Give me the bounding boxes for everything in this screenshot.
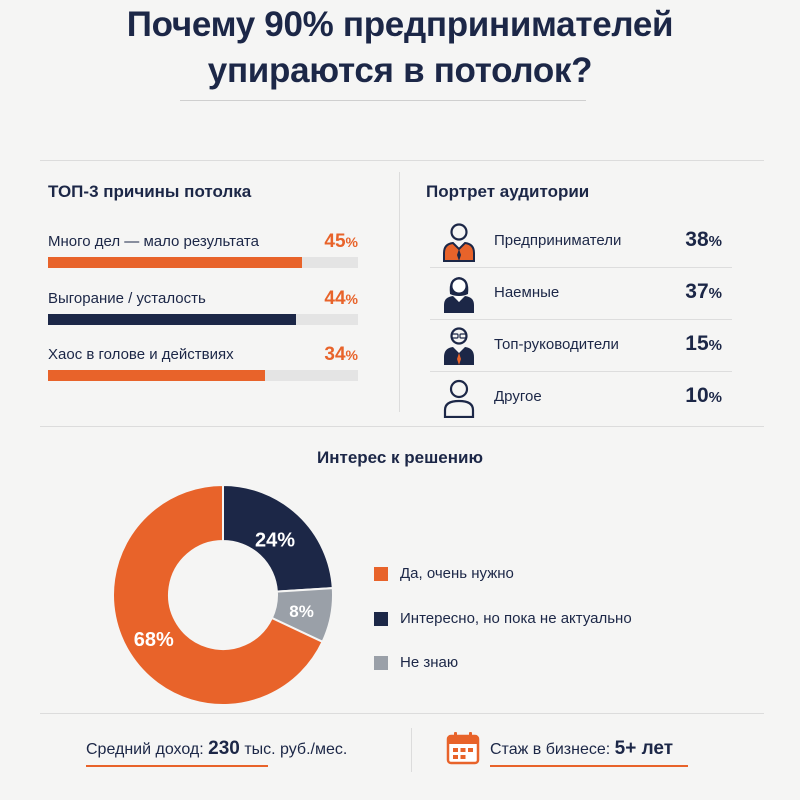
person-icon xyxy=(443,379,475,418)
reason-item: Выгорание / усталость 44% xyxy=(48,288,360,340)
reason-item: Хаос в голове и действиях 34% xyxy=(48,344,360,396)
income-unit: тыс. руб./мес. xyxy=(244,741,348,758)
reason-percent: 45% xyxy=(324,231,358,252)
reason-bar-fill xyxy=(48,370,265,381)
calendar-icon xyxy=(446,732,480,765)
experience-underline xyxy=(490,765,688,767)
reasons-title: ТОП-3 причины потолка xyxy=(48,182,252,201)
title-line-2: упираются в потолок? xyxy=(207,51,593,90)
manager-icon xyxy=(444,327,474,365)
reason-percent: 44% xyxy=(324,288,358,309)
audience-percent: 37% xyxy=(685,280,722,303)
experience-value: 5+ лет xyxy=(614,738,674,759)
reason-label: Много дел — мало результата xyxy=(48,233,259,250)
audience-row: Топ-руководители 15% xyxy=(430,320,732,372)
page-title: Почему 90% предпринимателей упираются в … xyxy=(0,2,800,94)
donut-label: 8% xyxy=(289,602,314,621)
audience-label: Предприниматели xyxy=(494,232,622,249)
audience-row: Предприниматели 38% xyxy=(430,216,732,268)
title-divider xyxy=(180,100,586,101)
audience-percent: 10% xyxy=(685,384,722,407)
legend-label: Не знаю xyxy=(400,654,459,671)
donut-label: 68% xyxy=(134,629,174,651)
donut-slice xyxy=(222,483,334,593)
woman-icon xyxy=(444,277,474,313)
average-income: Средний доход: 230 тыс. руб./мес. xyxy=(86,738,347,760)
audience-row: Наемные 37% xyxy=(430,268,732,320)
income-underline xyxy=(86,765,268,767)
income-label: Средний доход: xyxy=(86,741,204,758)
reason-bar-track xyxy=(48,257,358,268)
donut-label: 24% xyxy=(255,530,295,552)
section-divider-bottom xyxy=(40,713,764,714)
legend-swatch xyxy=(374,567,388,581)
section-divider-vertical xyxy=(399,172,400,412)
donut-chart: 24% 8% 68% xyxy=(112,483,334,706)
footer-divider xyxy=(411,728,412,772)
audience-row: Другое 10% xyxy=(430,372,732,424)
section-divider-top xyxy=(40,160,764,161)
legend-label: Интересно, но пока не актуально xyxy=(400,610,632,627)
audience-label: Топ-руководители xyxy=(494,336,619,353)
reason-item: Много дел — мало результата 45% xyxy=(48,231,360,283)
reason-bar-track xyxy=(48,314,358,325)
legend-swatch xyxy=(374,656,388,670)
reason-percent: 34% xyxy=(324,344,358,365)
business-experience: Стаж в бизнесе: 5+ лет xyxy=(490,738,673,760)
audience-percent: 38% xyxy=(685,228,722,251)
audience-label: Другое xyxy=(494,388,542,405)
title-line-1: Почему 90% предпринимателей xyxy=(126,5,674,44)
reason-bar-fill xyxy=(48,314,296,325)
audience-percent: 15% xyxy=(685,332,722,355)
donut-svg: 24% 8% 68% xyxy=(112,483,334,706)
reason-bar-track xyxy=(48,370,358,381)
legend-swatch xyxy=(374,612,388,626)
legend-label: Да, очень нужно xyxy=(400,565,514,582)
section-divider-middle xyxy=(40,426,764,427)
audience-title: Портрет аудитории xyxy=(426,182,590,201)
donut-slice xyxy=(112,483,324,706)
reason-bar-fill xyxy=(48,257,303,268)
reason-label: Хаос в голове и действиях xyxy=(48,346,234,363)
experience-label: Стаж в бизнесе: xyxy=(490,741,611,758)
businessman-icon xyxy=(443,223,475,262)
interest-title: Интерес к решению xyxy=(317,448,483,467)
audience-label: Наемные xyxy=(494,284,560,301)
reason-label: Выгорание / усталость xyxy=(48,290,206,307)
income-value: 230 xyxy=(208,738,240,759)
